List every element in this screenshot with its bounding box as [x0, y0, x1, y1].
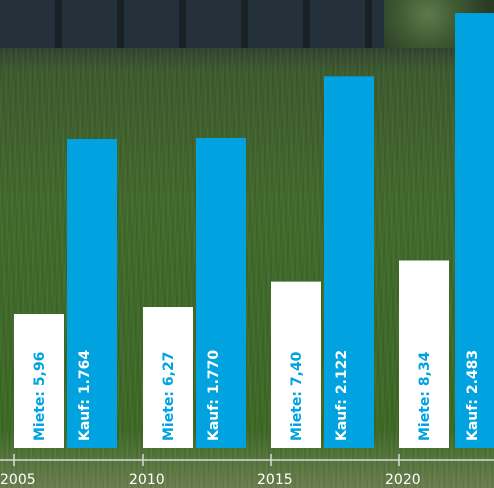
kauf-bar-2010 [196, 137, 246, 448]
x-tick-label-2010: 2010 [129, 472, 165, 488]
kauf-label-2010: Kauf: 1.770 [206, 350, 222, 441]
x-tick-label-2015: 2015 [257, 472, 293, 488]
miete-label-2015: Miete: 7,40 [289, 351, 305, 441]
miete-bar-2015 [271, 281, 321, 448]
kauf-label-2005: Kauf: 1.764 [77, 350, 93, 441]
miete-label-2020: Miete: 8,34 [417, 351, 433, 441]
miete-bar-2020 [399, 260, 449, 448]
miete-bar-2010 [143, 307, 193, 448]
miete-label-2010: Miete: 6,27 [161, 352, 177, 441]
kauf-bar-2005 [67, 139, 117, 448]
x-tick-label-2005: 2005 [0, 472, 36, 488]
kauf-bar-2025 [455, 13, 494, 448]
kauf-label-2015: Kauf: 2.122 [334, 350, 350, 441]
x-tick-label-2020: 2020 [385, 472, 421, 488]
miete-bar-2005 [14, 314, 64, 448]
miete-label-2005: Miete: 5,96 [32, 352, 48, 441]
kauf-label-2025: Kauf: 2.483 [465, 350, 481, 441]
kauf-bar-2015 [324, 76, 374, 448]
